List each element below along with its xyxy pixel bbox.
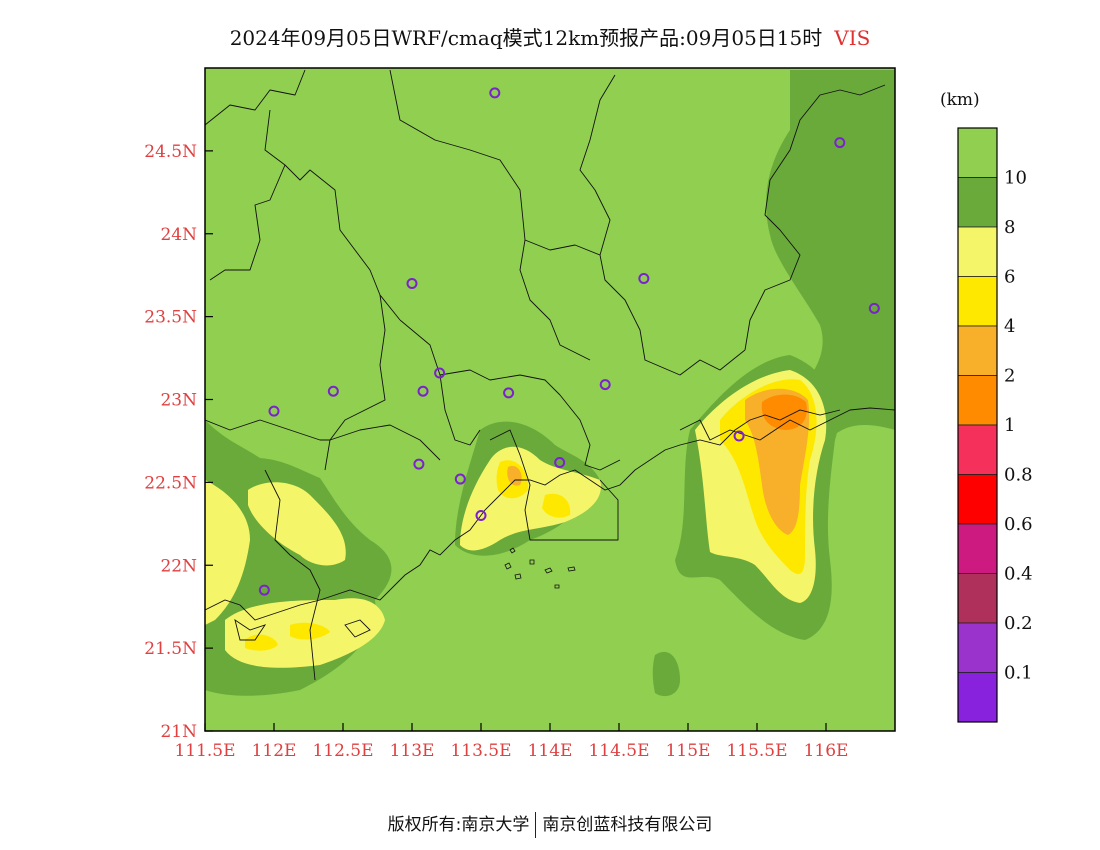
lat-tick-label: 24N [160,225,197,245]
legend-color-box [957,573,998,624]
lat-tick-label: 23.5N [144,308,197,328]
color-legend: 10 8 6 4 2 1 0.8 0.6 0.4 0.2 0.1 [957,127,1033,723]
legend-label: 0.2 [1004,613,1033,634]
legend-color-box [957,276,998,327]
page-title: 2024年09月05日WRF/cmaq模式12km预报产品:09月05日15时 V… [0,22,1100,51]
station-marker [554,456,566,468]
lon-tick-label: 111.5E [174,741,235,761]
lat-tick-label: 22.5N [144,473,197,493]
lon-tick-label: 113E [390,741,435,761]
visibility-map [205,68,895,731]
station-marker [503,387,515,399]
station-marker [268,405,280,417]
legend-color-box [957,622,998,673]
legend-color-box [957,672,998,723]
admin-boundaries [205,69,895,681]
legend-color-box [957,127,998,178]
station-marker [417,385,429,397]
legend-label: 0.6 [1004,514,1033,535]
legend-color-box [957,424,998,475]
legend-color-box [957,177,998,228]
legend-label: 2 [1004,366,1015,387]
lon-tick-label: 114E [528,741,573,761]
lat-tick-label: 22N [160,556,197,576]
lon-tick-label: 116E [804,741,849,761]
legend-color-box [957,226,998,277]
islands [504,547,576,589]
station-marker [638,273,650,285]
lat-tick-label: 23N [160,391,197,411]
legend-unit: (km) [940,90,980,110]
copyright-footer: 版权所有:南京大学 南京创蓝科技有限公司 [0,810,1100,838]
station-marker [434,367,446,379]
legend-label: 8 [1004,217,1015,238]
title-main: 2024年09月05日WRF/cmaq模式12km预报产品:09月05日15时 [229,26,823,50]
lon-tick-label: 112.5E [312,741,373,761]
legend-label: 0.8 [1004,465,1033,486]
footer-separator [535,812,537,838]
legend-label: 1 [1004,415,1015,436]
lat-tick-label: 24.5N [144,142,197,162]
legend-color-box [957,375,998,426]
latitude-axis: 24.5N 24N 23.5N 23N 22.5N 22N 21.5N 21N [144,142,213,742]
title-variable: VIS [834,26,871,50]
station-marker [454,473,466,485]
lon-tick-label: 113.5E [450,741,511,761]
lon-tick-label: 112E [252,741,297,761]
station-marker [489,87,501,99]
legend-label: 0.4 [1004,564,1033,585]
station-marker [733,430,745,442]
lon-tick-label: 115E [666,741,711,761]
station-marker [475,510,487,522]
footer-right: 南京创蓝科技有限公司 [542,815,713,835]
station-marker [413,458,425,470]
station-marker [327,385,339,397]
lon-tick-label: 114.5E [588,741,649,761]
legend-label: 10 [1004,168,1027,189]
coastline [205,409,841,641]
legend-color-box [957,474,998,525]
legend-frame [957,127,998,723]
footer-left: 版权所有:南京大学 [387,815,530,835]
lon-tick-label: 115.5E [726,741,787,761]
legend-label: 0.1 [1004,663,1033,684]
station-marker [599,379,611,391]
station-marker [868,302,880,314]
station-marker [406,277,418,289]
lat-tick-label: 21N [160,722,197,742]
legend-color-box [957,523,998,574]
station-marker [834,137,846,149]
station-marker [258,584,270,596]
legend-color-box [957,325,998,376]
station-markers [258,87,880,596]
longitude-axis: 111.5E 112E 112.5E 113E 113.5E 114E 114.5E 115E… [174,723,848,761]
vis-band-1-2 [761,394,807,430]
legend-label: 6 [1004,267,1015,288]
lat-tick-label: 21.5N [144,639,197,659]
legend-label: 4 [1004,316,1015,337]
